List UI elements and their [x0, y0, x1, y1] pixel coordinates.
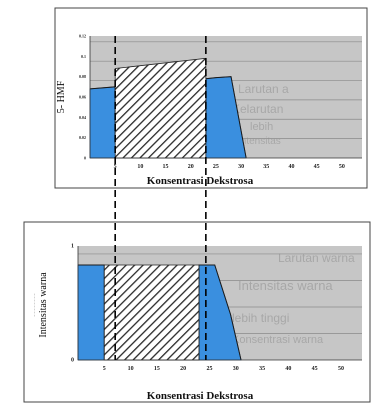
top-x-tick-label: 10	[137, 164, 143, 170]
top-y-tick-label: 0.1	[81, 54, 86, 59]
top-background-text: Larutan a Kelarutan lebih Intensitas	[232, 82, 289, 147]
top-y-tick-label: 0	[84, 156, 86, 161]
top-x-tick-label: 15	[163, 164, 169, 170]
top-y-tick-label: 0.08	[79, 74, 86, 79]
bot-y-tick-label: 0	[71, 358, 74, 364]
bot-hatched-block	[103, 264, 200, 361]
bottom-chart: Larutan warna Intensitas warna lebih tin…	[23, 221, 371, 403]
top-x-tick-label: 25	[213, 164, 219, 170]
top-y-tick-label: 0.06	[79, 95, 86, 100]
bottom-x-tick-labels: 5 10 15 20 25 30 35 40 45 50	[103, 366, 344, 372]
bottom-y-axis-title: Intensitas warna	[38, 272, 49, 338]
top-bg-text-3: lebih	[250, 121, 273, 133]
bottom-bg-text-1: Larutan warna	[278, 251, 355, 265]
top-x-tick-label: 45	[314, 164, 320, 170]
top-x-tick-label: 40	[288, 164, 294, 170]
bot-x-tick-label: 10	[128, 366, 134, 372]
bot-x-tick-label: 25	[206, 366, 212, 372]
bottom-bg-text-3: lebih tinggi	[232, 311, 289, 325]
top-y-tick-labels: 0.12 0.1 0.08 0.06 0.04 0.02 0	[79, 34, 86, 161]
bottom-y-axis-subtitle-scribble: ~ ~ ~ ~ ~ ~ ~ ~	[33, 293, 37, 316]
top-x-axis-title: Konsentrasi Dekstrosa	[147, 175, 254, 187]
top-chart: Larutan a Kelarutan lebih Intensitas 0.1…	[54, 7, 368, 189]
bot-x-tick-label: 15	[154, 366, 160, 372]
top-y-axis-title: 5- HMF	[56, 80, 67, 113]
top-bg-text-1: Larutan a	[238, 82, 289, 96]
top-hatched-region	[114, 57, 207, 159]
top-y-tick-label: 0.02	[79, 135, 86, 140]
bot-x-tick-label: 50	[338, 366, 344, 372]
top-bg-text-2: Kelarutan	[232, 102, 283, 116]
bottom-x-axis-title: Konsentrasi Dekstrosa	[147, 390, 254, 402]
bottom-hatched-region	[103, 264, 200, 361]
top-x-tick-label: 50	[339, 164, 345, 170]
bot-x-tick-label: 35	[259, 366, 265, 372]
bottom-bg-text-4: Konsentrasi warna	[232, 334, 324, 346]
bot-x-tick-label: 45	[312, 366, 318, 372]
top-y-tick-label: 0.04	[79, 115, 86, 120]
top-hatched-block	[114, 57, 207, 159]
bot-x-tick-label: 20	[180, 366, 186, 372]
bot-x-tick-label: 5	[103, 366, 106, 372]
top-bg-text-4: Intensitas	[238, 136, 281, 147]
top-x-tick-label: 35	[263, 164, 269, 170]
bottom-bg-text-2: Intensitas warna	[238, 278, 333, 293]
top-x-tick-label: 30	[238, 164, 244, 170]
top-x-tick-label: 20	[188, 164, 194, 170]
top-x-tick-label: 5	[114, 164, 117, 170]
bot-x-tick-label: 30	[233, 366, 239, 372]
top-y-tick-label: 0.12	[79, 34, 86, 39]
bottom-background-text: Larutan warna Intensitas warna lebih tin…	[232, 251, 355, 346]
bot-y-tick-label: 1	[71, 244, 74, 250]
bottom-y-tick-labels: 10	[71, 244, 74, 364]
bot-x-tick-label: 40	[285, 366, 291, 372]
dashed-guide-lines	[114, 36, 207, 360]
top-x-tick-labels: 5 10 15 20 25 30 35 40 45 50	[114, 164, 345, 170]
